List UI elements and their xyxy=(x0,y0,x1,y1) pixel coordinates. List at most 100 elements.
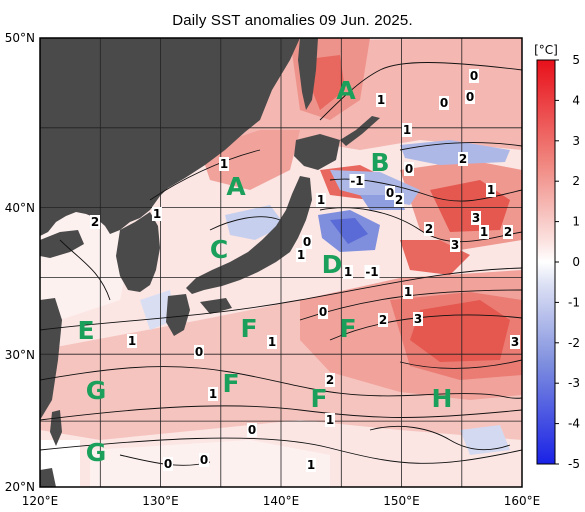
colorbar-unit: [°C] xyxy=(534,43,558,57)
contour-label-box xyxy=(199,453,209,467)
graticule xyxy=(40,38,522,487)
contour-label-box xyxy=(163,457,173,471)
contour-label: 1 xyxy=(326,413,334,427)
colorbar: [°C] 5 4 3 2 1 0 -1 -2 -3 -4 -5 xyxy=(534,43,580,471)
contour-label: 1 xyxy=(268,335,276,349)
contour-label-box xyxy=(267,335,277,349)
contour-label: 1 xyxy=(487,183,495,197)
contour-label-box xyxy=(385,186,395,200)
contour-label-box xyxy=(471,211,481,225)
contour-label: 0 xyxy=(405,162,413,176)
contour-label-box xyxy=(479,225,489,239)
contour-label: 0 xyxy=(248,423,256,437)
contour-label-box xyxy=(152,207,162,221)
contour-label-box xyxy=(450,238,460,252)
contour-label: 3 xyxy=(451,238,459,252)
contour-label-box xyxy=(219,157,229,171)
lon-label-130e: 130°E xyxy=(142,494,179,508)
contour-label: 1 xyxy=(403,123,411,137)
colorbar-tick-label: 5 xyxy=(572,53,580,67)
contour-label: 0 xyxy=(319,305,327,319)
colorbar-tick-label: 4 xyxy=(572,93,580,107)
colorbar-tick-label: -1 xyxy=(568,295,580,309)
contour-label: 1 xyxy=(344,265,352,279)
contour-label-box xyxy=(465,90,475,104)
contour-label: 1 xyxy=(307,458,315,472)
contour-label-box xyxy=(90,215,100,229)
longitude-labels: 120°E 130°E 140°E 150°E 160°E xyxy=(22,494,541,508)
contour-label-box xyxy=(402,123,412,137)
contour-label: 1 xyxy=(404,285,412,299)
region-label: C xyxy=(210,235,228,264)
colorbar-tick-label: 2 xyxy=(572,174,580,188)
contour-label-box xyxy=(404,162,414,176)
contour-label-box xyxy=(439,96,449,110)
contour-label: 2 xyxy=(326,373,334,387)
contour-label-box xyxy=(486,183,496,197)
contour-label-box xyxy=(364,265,380,279)
contour-label: 1 xyxy=(297,248,305,262)
contour-label-box xyxy=(302,235,312,249)
lat-label-30n: 30°N xyxy=(5,348,35,362)
contour-label: 1 xyxy=(377,93,385,107)
contour-label-box xyxy=(376,93,386,107)
contour-label: 1 xyxy=(128,334,136,348)
contour-label: 0 xyxy=(195,345,203,359)
lon-label-140e: 140°E xyxy=(263,494,300,508)
contour-label-box xyxy=(306,458,316,472)
contour-label-box xyxy=(325,413,335,427)
contour-label-box xyxy=(378,313,388,327)
contour-label: 0 xyxy=(164,457,172,471)
region-label: F xyxy=(310,384,327,413)
map-title: Daily SST anomalies 09 Jun. 2025. xyxy=(172,12,413,29)
contour-label: 2 xyxy=(379,313,387,327)
contour-label: 2 xyxy=(459,152,467,166)
contour-label: 2 xyxy=(425,222,433,236)
colorbar-tick-label: 1 xyxy=(572,215,580,229)
contour-label-box xyxy=(247,423,257,437)
contour-label-box xyxy=(325,373,335,387)
contour-label: 0 xyxy=(466,90,474,104)
lat-label-50n: 50°N xyxy=(5,31,35,45)
contour-label: 3 xyxy=(414,312,422,326)
region-label: F xyxy=(240,314,257,343)
contour-label: -1 xyxy=(365,265,378,279)
contour-label: 0 xyxy=(303,235,311,249)
lon-label-150e: 150°E xyxy=(383,494,420,508)
contour-label-box xyxy=(469,69,479,83)
lat-label-20n: 20°N xyxy=(5,480,35,494)
contour-label: 1 xyxy=(209,387,217,401)
region-label: G xyxy=(86,438,107,467)
region-label: E xyxy=(77,316,94,345)
colorbar-tick-label: 3 xyxy=(572,134,580,148)
lon-label-120e: 120°E xyxy=(22,494,59,508)
colorbar-tick-label: -3 xyxy=(568,376,580,390)
contour-label: 2 xyxy=(91,215,99,229)
region-label: F xyxy=(222,369,239,398)
contour-label-box xyxy=(503,225,513,239)
contour-label: 1 xyxy=(220,157,228,171)
contour-label: 0 xyxy=(440,96,448,110)
contour-label: 1 xyxy=(153,207,161,221)
latitude-labels: 50°N 40°N 30°N 20°N xyxy=(5,31,35,494)
lat-label-40n: 40°N xyxy=(5,201,35,215)
region-label: A xyxy=(226,172,246,201)
colorbar-ticks: 5 4 3 2 1 0 -1 -2 -3 -4 -5 xyxy=(555,53,580,471)
contour-label: -1 xyxy=(350,174,363,188)
contour-label-box xyxy=(510,335,520,349)
land-areas xyxy=(40,38,380,487)
contour-label: 0 xyxy=(200,453,208,467)
colorbar-tick-label: -5 xyxy=(568,457,580,471)
colorbar-tick-label: -4 xyxy=(568,417,580,431)
contour-label-box xyxy=(458,152,468,166)
contour-label-box xyxy=(424,222,434,236)
contour-label-box xyxy=(413,312,423,326)
region-label: F xyxy=(339,314,356,343)
map-frame xyxy=(39,37,523,488)
colorbar-tick-label: -2 xyxy=(568,336,580,350)
contour-label-box xyxy=(208,387,218,401)
contour-label-box xyxy=(127,334,137,348)
contour-label: 1 xyxy=(317,193,325,207)
